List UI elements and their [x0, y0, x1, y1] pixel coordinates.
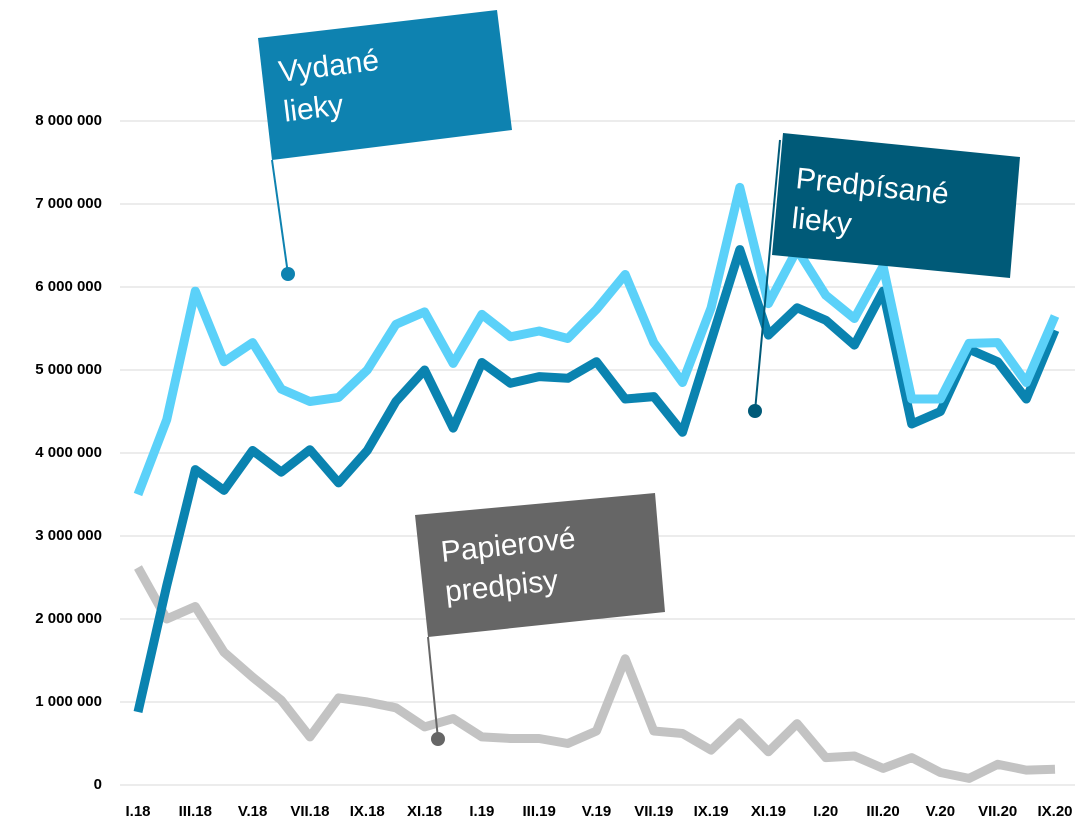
y-tick-label: 1 000 000 — [35, 693, 102, 710]
series-line — [134, 565, 1056, 783]
x-tick-label: III.19 — [523, 803, 556, 820]
annotation-text: lieky — [282, 89, 346, 129]
x-tick-label: III.18 — [179, 803, 212, 820]
flag-dot — [431, 732, 445, 746]
flag — [772, 133, 1020, 278]
x-tick-label: VII.19 — [634, 803, 673, 820]
x-tick-label: VII.20 — [978, 803, 1017, 820]
flag — [258, 10, 512, 160]
y-tick-label: 5 000 000 — [35, 361, 102, 378]
x-tick-label: I.19 — [469, 803, 494, 820]
x-tick-label: VII.18 — [290, 803, 329, 820]
x-tick-label: V.20 — [926, 803, 955, 820]
y-tick-label: 3 000 000 — [35, 527, 102, 544]
x-tick-label: V.18 — [238, 803, 267, 820]
y-tick-label: 4 000 000 — [35, 444, 102, 461]
y-tick-label: 8 000 000 — [35, 112, 102, 129]
x-tick-label: XI.18 — [407, 803, 442, 820]
y-tick-label: 6 000 000 — [35, 278, 102, 295]
x-tick-label: IX.18 — [350, 803, 385, 820]
x-tick-label: I.20 — [813, 803, 838, 820]
y-tick-label: 7 000 000 — [35, 195, 102, 212]
y-tick-label: 0 — [94, 776, 102, 793]
x-tick-label: IX.20 — [1037, 803, 1072, 820]
flag-pole — [754, 139, 781, 412]
y-tick-label: 2 000 000 — [35, 610, 102, 627]
x-tick-label: I.18 — [125, 803, 150, 820]
flag-pole — [427, 636, 439, 740]
flag-dot — [281, 267, 295, 281]
annotation-text: lieky — [790, 202, 853, 241]
series-line — [133, 182, 1060, 497]
x-tick-label: III.20 — [866, 803, 899, 820]
x-tick-label: V.19 — [582, 803, 611, 820]
flag — [415, 493, 665, 637]
flag-pole — [271, 159, 289, 275]
x-tick-label: IX.19 — [694, 803, 729, 820]
flag-dot — [748, 404, 762, 418]
x-tick-label: XI.19 — [751, 803, 786, 820]
series-line — [133, 245, 1060, 713]
